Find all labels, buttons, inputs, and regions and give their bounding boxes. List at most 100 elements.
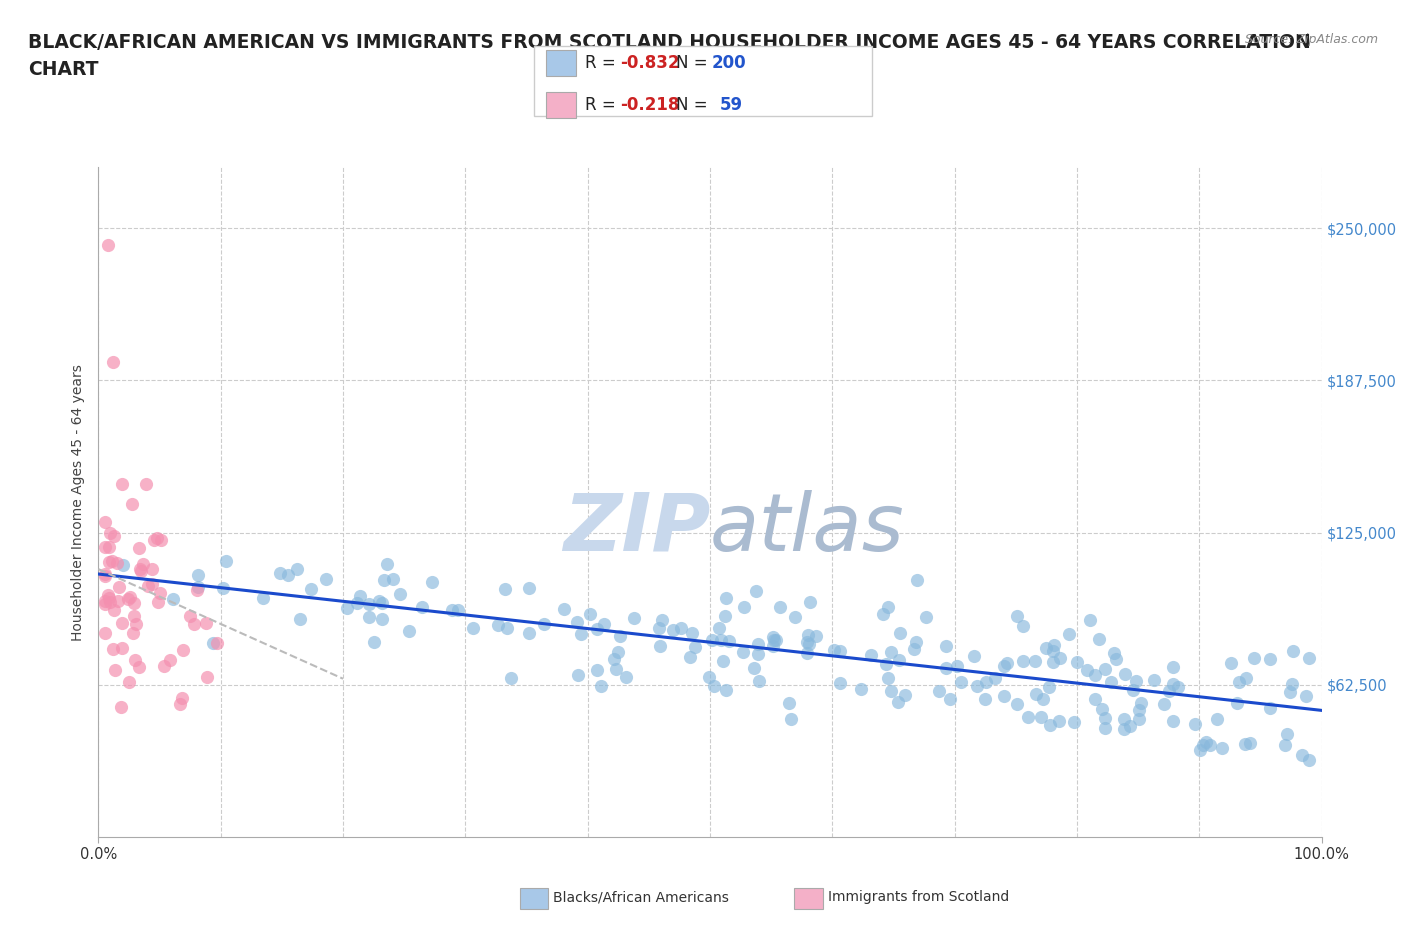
Point xyxy=(716,683,738,698)
Point xyxy=(717,633,740,648)
Point xyxy=(905,634,928,649)
Text: CHART: CHART xyxy=(28,60,98,79)
Point xyxy=(1035,641,1057,656)
Point xyxy=(93,569,115,584)
Text: N =: N = xyxy=(676,54,713,73)
Point xyxy=(121,625,143,640)
Point xyxy=(1094,661,1116,676)
Point xyxy=(463,621,485,636)
Point xyxy=(1094,720,1116,735)
Point xyxy=(1161,660,1184,675)
Point xyxy=(98,539,121,554)
Point xyxy=(1188,743,1211,758)
Point xyxy=(1038,680,1060,695)
Point xyxy=(1239,735,1261,750)
Text: BLACK/AFRICAN AMERICAN VS IMMIGRANTS FROM SCOTLAND HOUSEHOLDER INCOME AGES 45 - : BLACK/AFRICAN AMERICAN VS IMMIGRANTS FRO… xyxy=(28,33,1310,51)
Point xyxy=(742,660,765,675)
Point xyxy=(763,632,786,647)
Point xyxy=(607,644,630,659)
Point xyxy=(349,589,371,604)
Text: R =: R = xyxy=(585,96,621,114)
Point xyxy=(1233,737,1256,751)
Point xyxy=(648,621,671,636)
Point xyxy=(679,649,702,664)
Point xyxy=(762,630,785,644)
Point xyxy=(984,671,1007,685)
Point xyxy=(1024,653,1046,668)
Point xyxy=(963,648,986,663)
Point xyxy=(745,583,768,598)
Point xyxy=(915,610,938,625)
Point xyxy=(1206,711,1229,726)
Point xyxy=(1258,651,1281,666)
Point xyxy=(315,572,337,587)
Point xyxy=(129,561,152,576)
Point xyxy=(441,603,464,618)
Point xyxy=(1234,671,1257,686)
Point xyxy=(651,612,673,627)
Point xyxy=(411,599,433,614)
Point xyxy=(1039,717,1062,732)
Point xyxy=(1042,644,1064,658)
Point xyxy=(880,684,903,698)
Point xyxy=(1281,676,1303,691)
Text: -0.832: -0.832 xyxy=(620,54,679,73)
Point xyxy=(623,611,645,626)
Point xyxy=(569,626,592,641)
Point xyxy=(1227,674,1250,689)
Point xyxy=(1112,722,1135,737)
Point xyxy=(974,675,997,690)
Point xyxy=(778,696,800,711)
Point xyxy=(169,697,191,711)
Point xyxy=(1049,651,1071,666)
Point xyxy=(447,603,470,618)
Point xyxy=(860,648,883,663)
Point xyxy=(363,634,385,649)
Point xyxy=(995,656,1018,671)
Point xyxy=(797,637,820,652)
Point xyxy=(93,514,115,529)
Point xyxy=(128,659,150,674)
Point xyxy=(703,679,725,694)
Text: Immigrants from Scotland: Immigrants from Scotland xyxy=(828,890,1010,905)
Point xyxy=(398,624,420,639)
Point xyxy=(359,596,381,611)
Point xyxy=(381,572,404,587)
Point xyxy=(389,586,412,601)
Point xyxy=(1043,638,1066,653)
Point xyxy=(135,476,157,491)
Point xyxy=(1274,737,1296,752)
Point xyxy=(97,588,120,603)
Point xyxy=(700,633,723,648)
Point xyxy=(1105,652,1128,667)
Point xyxy=(707,620,730,635)
Point xyxy=(179,608,201,623)
Point xyxy=(1243,650,1265,665)
Point xyxy=(1076,663,1098,678)
Point xyxy=(1099,674,1122,689)
Point xyxy=(252,591,274,605)
Point xyxy=(946,658,969,673)
Point xyxy=(877,671,900,685)
Point xyxy=(1219,656,1241,671)
Point xyxy=(420,575,443,590)
Point xyxy=(1275,726,1298,741)
Point xyxy=(111,616,134,631)
Point xyxy=(299,581,322,596)
Point xyxy=(98,526,121,541)
Point xyxy=(100,553,122,568)
Point xyxy=(796,646,818,661)
Y-axis label: Householder Income Ages 45 - 64 years: Householder Income Ages 45 - 64 years xyxy=(72,364,86,641)
Point xyxy=(111,558,134,573)
Point xyxy=(1298,752,1320,767)
Point xyxy=(269,565,291,580)
Point xyxy=(875,657,897,671)
Point xyxy=(129,564,152,578)
Point xyxy=(195,616,218,631)
Text: 200: 200 xyxy=(711,54,747,73)
Point xyxy=(710,632,733,647)
Point xyxy=(145,530,167,545)
Point xyxy=(949,674,972,689)
Point xyxy=(1161,677,1184,692)
Text: 59: 59 xyxy=(720,96,742,114)
